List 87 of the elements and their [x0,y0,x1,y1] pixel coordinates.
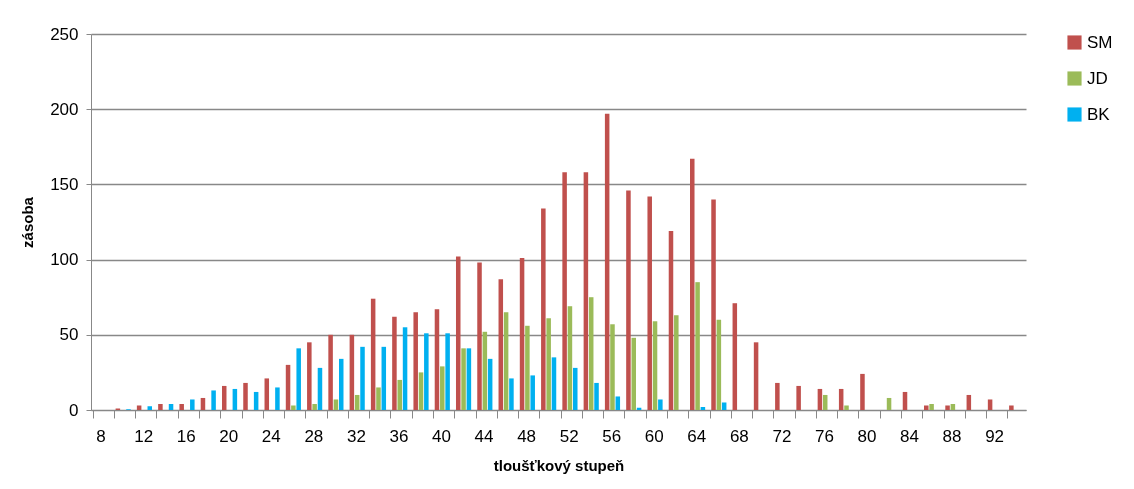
x-tick-label: 44 [474,426,494,446]
bar [413,312,418,410]
y-axis-title: zásoba [19,196,37,248]
bar [924,405,929,410]
x-tick-label: 68 [729,426,749,446]
bar [674,315,679,410]
y-tick-label: 250 [50,24,79,44]
bar [594,382,599,410]
bar [264,378,270,410]
bar [147,406,153,410]
x-tick-label: 72 [772,426,792,446]
bar [987,399,993,410]
x-tick-label: 32 [346,426,366,446]
x-tick-label: 80 [857,426,877,446]
bar [572,367,578,410]
bar [211,390,216,410]
bar [721,402,727,410]
x-tick-label: 28 [304,426,324,446]
bar [929,403,934,410]
bar [945,405,950,410]
bar [158,403,163,410]
bar [328,334,333,410]
bar [445,333,450,410]
bar [1009,405,1014,410]
x-tick-label: 16 [176,426,196,446]
bar [477,262,482,410]
y-tick-label: 100 [50,250,79,270]
bar [397,379,402,410]
x-tick-label: 40 [432,426,451,446]
bar [626,190,631,410]
bar [333,399,339,410]
x-tick-label: 52 [559,426,579,446]
bar [546,318,551,410]
x-tick-label: 76 [814,426,834,446]
bar [647,196,652,410]
x-tick-label: 60 [644,426,664,446]
bar [440,366,445,410]
bar [610,324,615,410]
bar [312,403,317,410]
bar [307,342,312,410]
bar [190,399,195,410]
legend-label: BK [1087,104,1111,124]
x-axis-title: tloušťkový stupeň [493,456,625,474]
bar [455,256,461,410]
legend-label: SM [1087,32,1113,52]
bar [615,396,621,410]
x-tick-label: 92 [985,426,1005,446]
bar [424,333,429,410]
legend-label: JD [1087,68,1108,88]
y-tick-label: 150 [50,174,79,194]
bar [690,158,695,410]
bar [243,382,248,410]
bar [392,316,397,410]
bar [291,405,296,410]
y-tick-label: 200 [50,99,79,119]
bar [525,325,530,410]
bar [376,387,381,410]
x-tick-label: 24 [261,426,281,446]
x-tick-label: 36 [389,426,409,446]
bar [509,378,514,410]
bar [275,387,280,410]
bar [775,382,780,410]
bar [695,282,700,410]
bar [844,405,849,410]
bar [796,385,801,410]
bar [360,346,365,410]
x-tick-label: 88 [942,426,962,446]
bar [541,208,546,410]
x-tick-label: 64 [687,426,707,446]
bar [562,172,567,410]
bar [711,199,716,410]
bar [631,337,637,410]
y-tick-label: 50 [59,325,79,345]
x-tick-label: 48 [517,426,537,446]
bar [860,373,865,410]
bar [296,348,301,410]
bar [461,348,466,410]
bar [530,375,535,410]
bar [179,403,184,410]
x-tick-label: 56 [602,426,622,446]
bar [136,405,142,410]
x-tick-label: 12 [134,426,154,446]
x-tick-label: 20 [219,426,239,446]
bar [658,399,663,410]
y-tick-label: 0 [69,400,79,420]
x-tick-label: 84 [900,426,919,446]
x-tick-label: 8 [96,426,106,446]
